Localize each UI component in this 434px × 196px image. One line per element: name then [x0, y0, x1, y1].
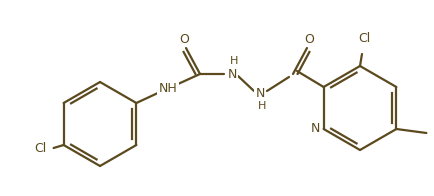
Text: N: N — [227, 67, 236, 81]
Text: N: N — [255, 86, 264, 100]
Text: Cl: Cl — [357, 32, 369, 44]
Text: O: O — [303, 33, 313, 45]
Text: N: N — [309, 122, 319, 135]
Text: O: O — [179, 33, 188, 45]
Text: H: H — [257, 101, 266, 111]
Text: Cl: Cl — [34, 142, 46, 154]
Text: NH: NH — [158, 82, 177, 94]
Text: H: H — [229, 56, 238, 66]
